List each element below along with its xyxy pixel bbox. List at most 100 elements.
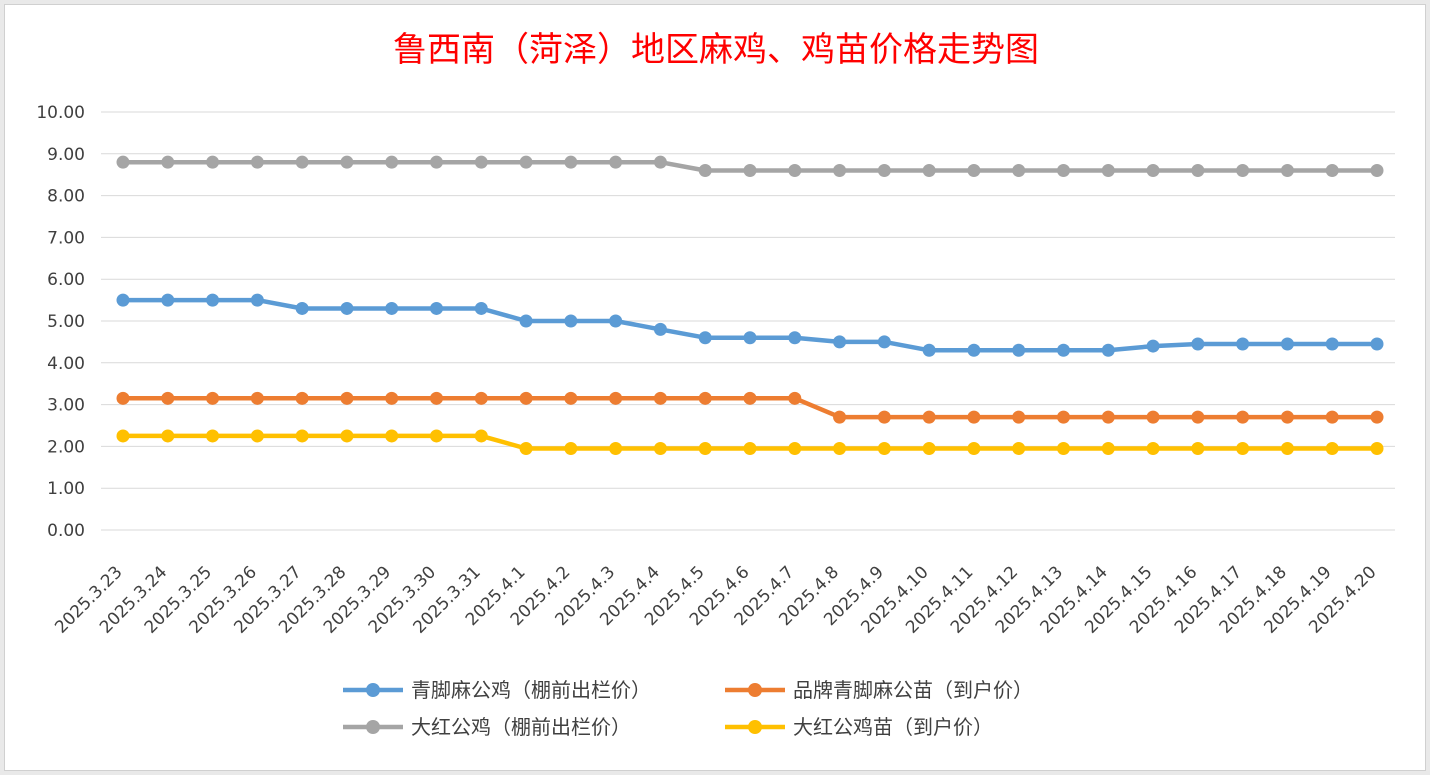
data-point bbox=[1325, 410, 1339, 424]
data-point bbox=[519, 391, 533, 405]
data-point bbox=[967, 343, 981, 357]
data-point bbox=[430, 429, 443, 443]
data-point bbox=[1057, 410, 1070, 424]
data-point bbox=[250, 391, 264, 405]
y-tick-label: 6.00 bbox=[47, 270, 85, 290]
data-point bbox=[698, 331, 712, 345]
y-tick-label: 9.00 bbox=[47, 145, 85, 165]
data-point bbox=[206, 155, 220, 169]
legend-label: 品牌青脚麻公苗（到户价） bbox=[793, 678, 1033, 702]
data-point bbox=[385, 301, 399, 315]
legend-item: 大红公鸡苗（到户价） bbox=[725, 715, 993, 739]
data-point bbox=[1191, 441, 1205, 455]
data-point bbox=[922, 343, 936, 357]
data-point bbox=[653, 391, 667, 405]
data-point bbox=[833, 410, 847, 424]
data-point bbox=[519, 155, 533, 169]
data-point bbox=[1325, 337, 1339, 351]
data-point bbox=[743, 391, 757, 405]
data-point bbox=[340, 391, 354, 405]
legend-item: 青脚麻公鸡（棚前出栏价） bbox=[343, 678, 651, 702]
data-point bbox=[340, 301, 354, 315]
data-point bbox=[385, 155, 399, 169]
y-tick-label: 7.00 bbox=[47, 228, 85, 248]
grid-lines bbox=[101, 111, 1395, 531]
legend-label: 青脚麻公鸡（棚前出栏价） bbox=[411, 678, 651, 702]
series-2 bbox=[116, 155, 1384, 178]
data-point bbox=[161, 429, 175, 443]
data-point bbox=[295, 429, 309, 443]
legend-item: 品牌青脚麻公苗（到户价） bbox=[725, 678, 1033, 702]
y-tick-label: 8.00 bbox=[47, 187, 85, 207]
data-point bbox=[653, 155, 667, 169]
data-point bbox=[922, 164, 936, 178]
data-point bbox=[877, 335, 891, 349]
data-point bbox=[116, 293, 130, 307]
data-point bbox=[385, 391, 399, 405]
data-point bbox=[1370, 164, 1384, 178]
data-point bbox=[698, 391, 712, 405]
data-point bbox=[564, 441, 578, 455]
series-3 bbox=[116, 429, 1384, 455]
y-tick-label: 3.00 bbox=[47, 396, 85, 416]
data-point bbox=[1101, 410, 1115, 424]
data-point bbox=[250, 155, 264, 169]
data-point bbox=[1012, 164, 1026, 178]
data-point bbox=[1146, 441, 1160, 455]
data-point bbox=[1012, 410, 1026, 424]
legend-label: 大红公鸡（棚前出栏价） bbox=[411, 715, 631, 739]
data-point bbox=[609, 391, 623, 405]
data-point bbox=[833, 164, 847, 178]
data-point bbox=[340, 155, 354, 169]
legend-marker bbox=[748, 720, 762, 734]
data-point bbox=[1370, 410, 1384, 424]
data-point bbox=[564, 314, 578, 328]
data-point bbox=[1101, 343, 1115, 357]
data-point bbox=[474, 301, 488, 315]
data-point bbox=[1325, 164, 1339, 178]
data-point bbox=[1280, 164, 1294, 178]
data-point bbox=[1057, 441, 1070, 455]
data-point bbox=[1101, 164, 1115, 178]
data-point bbox=[788, 441, 802, 455]
data-point bbox=[519, 441, 533, 455]
data-point bbox=[1146, 164, 1160, 178]
line-chart: 鲁西南（菏泽）地区麻鸡、鸡苗价格走势图 0.00 1.00 2.00 3.00 4.00… bbox=[36, 30, 1395, 739]
data-point bbox=[833, 441, 847, 455]
data-point bbox=[295, 155, 309, 169]
data-point bbox=[967, 164, 981, 178]
data-point bbox=[206, 293, 220, 307]
data-point bbox=[430, 155, 443, 169]
legend-marker bbox=[748, 683, 762, 697]
data-point bbox=[430, 301, 443, 315]
chart-title: 鲁西南（菏泽）地区麻鸡、鸡苗价格走势图 bbox=[393, 30, 1039, 70]
data-point bbox=[922, 441, 936, 455]
data-point bbox=[564, 391, 578, 405]
legend-label: 大红公鸡苗（到户价） bbox=[793, 715, 993, 739]
data-point bbox=[1236, 164, 1250, 178]
data-point bbox=[653, 441, 667, 455]
data-point bbox=[609, 441, 623, 455]
data-point bbox=[385, 429, 399, 443]
data-point bbox=[1057, 164, 1070, 178]
y-axis-ticks: 0.00 1.00 2.00 3.00 4.00 5.00 6.00 7.00 8.00 9.00… bbox=[36, 103, 85, 541]
data-point bbox=[474, 155, 488, 169]
data-point bbox=[116, 155, 130, 169]
data-point bbox=[967, 410, 981, 424]
data-point bbox=[609, 155, 623, 169]
data-point bbox=[1280, 441, 1294, 455]
data-point bbox=[1191, 337, 1205, 351]
data-point bbox=[788, 391, 802, 405]
y-tick-label: 4.00 bbox=[47, 354, 85, 374]
data-point bbox=[1146, 339, 1160, 353]
data-point bbox=[1191, 164, 1205, 178]
data-point bbox=[1370, 337, 1384, 351]
data-point bbox=[161, 391, 175, 405]
y-tick-label: 10.00 bbox=[36, 103, 85, 123]
data-point bbox=[564, 155, 578, 169]
data-point bbox=[1146, 410, 1160, 424]
data-point bbox=[967, 441, 981, 455]
data-point bbox=[833, 335, 847, 349]
y-tick-label: 0.00 bbox=[47, 521, 85, 541]
data-point bbox=[1280, 410, 1294, 424]
